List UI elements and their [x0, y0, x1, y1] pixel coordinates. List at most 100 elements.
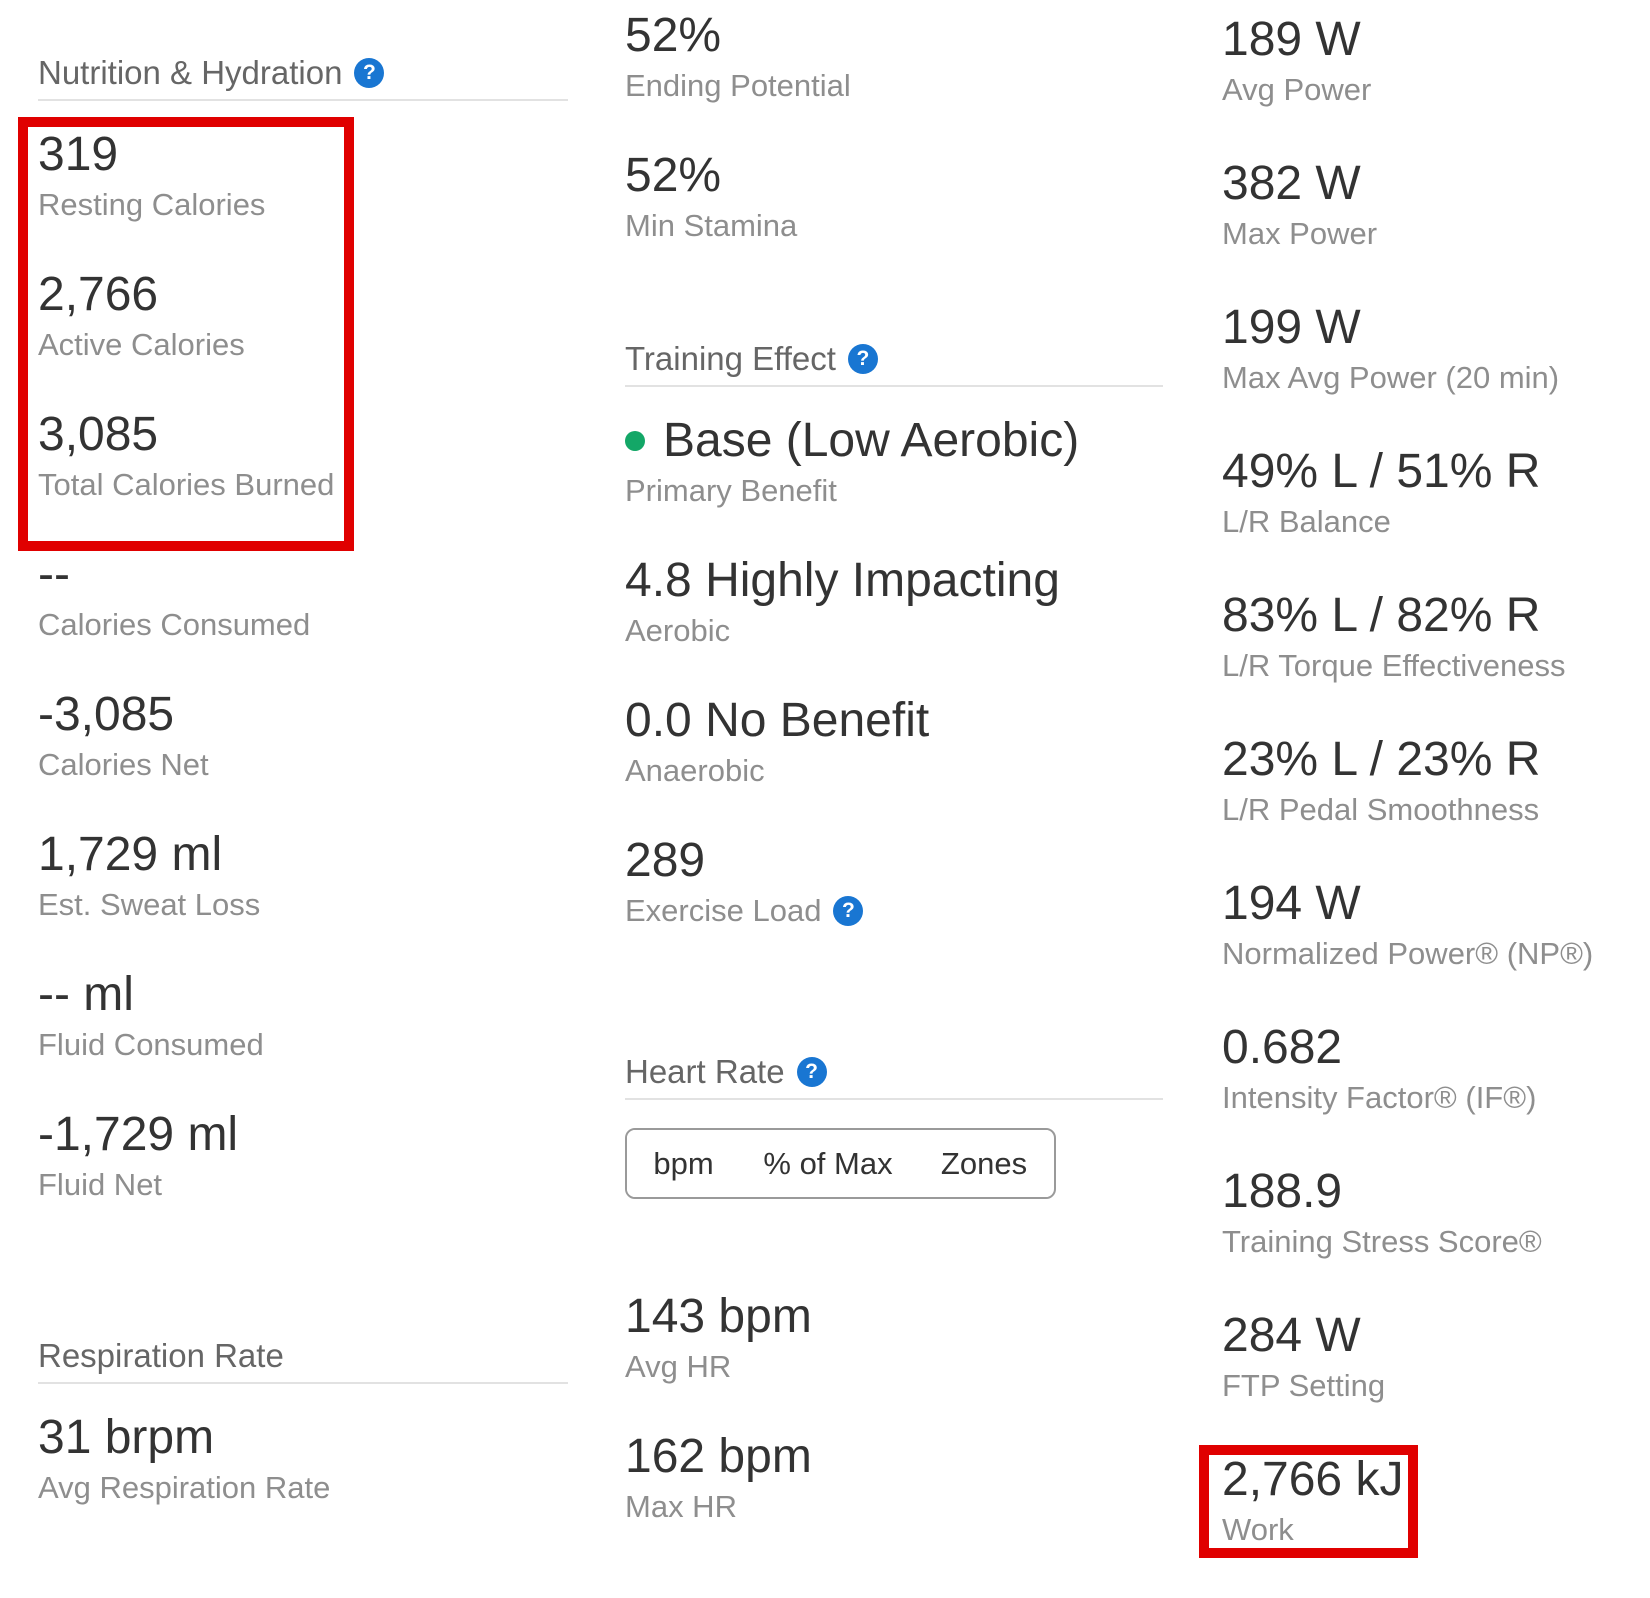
stat-label: Aerobic: [625, 613, 731, 648]
stat-value: 1,729 ml: [38, 828, 223, 881]
stat-max-hr: 162 bpm Max HR: [625, 1431, 1163, 1525]
stat-training-stress-score: 188.9 Training Stress Score®: [1222, 1166, 1642, 1260]
stat-value: 3,085: [38, 408, 159, 461]
stat-label: Max Avg Power (20 min): [1222, 360, 1560, 395]
stat-value: 2,766 kJ: [1222, 1453, 1404, 1506]
stat-label: Est. Sweat Loss: [38, 887, 261, 922]
stat-value: 194 W: [1222, 877, 1361, 930]
stat-label: FTP Setting: [1222, 1368, 1386, 1403]
stat-label: Fluid Net: [38, 1167, 163, 1202]
section-header-nutrition-hydration: Nutrition & Hydration ?: [38, 55, 568, 101]
stat-value: 0.0 No Benefit: [625, 694, 930, 747]
section-title: Nutrition & Hydration: [38, 54, 343, 91]
stat-label: Calories Net: [38, 747, 209, 782]
stat-avg-respiration-rate: 31 brpm Avg Respiration Rate: [38, 1412, 568, 1506]
stat-value: 23% L / 23% R: [1222, 733, 1541, 786]
stat-resting-calories: 319 Resting Calories: [38, 129, 568, 223]
stat-calories-consumed: -- Calories Consumed: [38, 549, 568, 643]
stat-value: 49% L / 51% R: [1222, 445, 1541, 498]
stat-label: Ending Potential: [625, 68, 851, 103]
section-title: Respiration Rate: [38, 1337, 284, 1374]
stat-label: Primary Benefit: [625, 473, 837, 508]
stat-label: L/R Balance: [1222, 504, 1391, 539]
stat-label: Exercise Load: [625, 893, 822, 928]
stat-calories-net: -3,085 Calories Net: [38, 689, 568, 783]
heart-rate-unit-toggle: bpm % of Max Zones: [625, 1128, 1056, 1199]
stat-label: Intensity Factor® (IF®): [1222, 1080, 1537, 1115]
training-effect-heart-rate-column: 52% Ending Potential 52% Min Stamina Tra…: [625, 10, 1163, 1571]
section-header-respiration-rate: Respiration Rate: [38, 1338, 568, 1384]
stat-value: 4.8 Highly Impacting: [625, 554, 1060, 607]
stat-label: Avg HR: [625, 1349, 732, 1384]
stat-lr-balance: 49% L / 51% R L/R Balance: [1222, 446, 1642, 540]
stat-label: Active Calories: [38, 327, 245, 362]
stat-value: 289: [625, 834, 706, 887]
stat-label: Avg Respiration Rate: [38, 1470, 331, 1505]
toggle-option-percent-of-max[interactable]: % of Max: [740, 1130, 916, 1197]
stat-est-sweat-loss: 1,729 ml Est. Sweat Loss: [38, 829, 568, 923]
help-icon[interactable]: ?: [847, 344, 878, 374]
stat-label: Avg Power: [1222, 72, 1372, 107]
stat-label: Normalized Power® (NP®): [1222, 936, 1594, 971]
stat-ftp-setting: 284 W FTP Setting: [1222, 1310, 1642, 1404]
stat-label: Min Stamina: [625, 208, 798, 243]
stat-value: 162 bpm: [625, 1430, 812, 1483]
stat-max-avg-power-20min: 199 W Max Avg Power (20 min): [1222, 302, 1642, 396]
stat-value: -3,085: [38, 688, 175, 741]
stat-label: Training Stress Score®: [1222, 1224, 1542, 1259]
stat-total-calories-burned: 3,085 Total Calories Burned: [38, 409, 568, 503]
stat-value: 52%: [625, 149, 722, 202]
stat-label: L/R Torque Effectiveness: [1222, 648, 1566, 683]
stat-value: -1,729 ml: [38, 1108, 239, 1161]
stat-avg-hr: 143 bpm Avg HR: [625, 1291, 1163, 1385]
stat-value: 319: [38, 128, 119, 181]
section-header-heart-rate: Heart Rate ?: [625, 1054, 1163, 1100]
stat-label: Fluid Consumed: [38, 1027, 264, 1062]
nutrition-hydration-column: Nutrition & Hydration ? 319 Resting Calo…: [38, 55, 568, 1552]
section-header-training-effect: Training Effect ?: [625, 341, 1163, 387]
stat-label-row: Exercise Load ?: [625, 893, 1163, 929]
stat-value: 284 W: [1222, 1309, 1361, 1362]
benefit-dot-icon: [625, 431, 645, 451]
stat-exercise-load: 289 Exercise Load ?: [625, 835, 1163, 929]
stat-label: Max HR: [625, 1489, 737, 1524]
stat-value: 188.9: [1222, 1165, 1343, 1218]
stat-value: -- ml: [38, 968, 134, 1021]
section-title: Training Effect: [625, 340, 836, 377]
stat-value: 83% L / 82% R: [1222, 589, 1541, 642]
stat-value: Base (Low Aerobic): [625, 415, 1163, 467]
stat-aerobic-effect: 4.8 Highly Impacting Aerobic: [625, 555, 1163, 649]
stat-normalized-power: 194 W Normalized Power® (NP®): [1222, 878, 1642, 972]
stat-label: L/R Pedal Smoothness: [1222, 792, 1540, 827]
stat-value: 52%: [625, 9, 722, 62]
stat-value: 143 bpm: [625, 1290, 812, 1343]
help-icon[interactable]: ?: [833, 896, 864, 926]
stat-label: Calories Consumed: [38, 607, 311, 642]
stat-value: 189 W: [1222, 13, 1361, 66]
toggle-option-zones[interactable]: Zones: [916, 1130, 1052, 1197]
primary-benefit-text: Base (Low Aerobic): [663, 414, 1080, 467]
stat-label: Resting Calories: [38, 187, 266, 222]
stat-min-stamina: 52% Min Stamina: [625, 150, 1163, 244]
stat-ending-potential: 52% Ending Potential: [625, 10, 1163, 104]
stat-label: Work: [1222, 1512, 1294, 1547]
stat-avg-power: 189 W Avg Power: [1222, 14, 1642, 108]
stat-work: 2,766 kJ Work: [1222, 1454, 1642, 1548]
stat-anaerobic-effect: 0.0 No Benefit Anaerobic: [625, 695, 1163, 789]
stat-intensity-factor: 0.682 Intensity Factor® (IF®): [1222, 1022, 1642, 1116]
stat-value: 31 brpm: [38, 1411, 215, 1464]
stat-value: --: [38, 548, 70, 601]
stat-lr-torque-effectiveness: 83% L / 82% R L/R Torque Effectiveness: [1222, 590, 1642, 684]
stat-primary-benefit: Base (Low Aerobic) Primary Benefit: [625, 415, 1163, 509]
stat-active-calories: 2,766 Active Calories: [38, 269, 568, 363]
power-stats-column: 189 W Avg Power 382 W Max Power 199 W Ma…: [1222, 14, 1642, 1598]
stat-label: Total Calories Burned: [38, 467, 335, 502]
stat-max-power: 382 W Max Power: [1222, 158, 1642, 252]
stat-value: 2,766: [38, 268, 159, 321]
toggle-option-bpm[interactable]: bpm: [627, 1130, 740, 1197]
help-icon[interactable]: ?: [796, 1057, 827, 1087]
help-icon[interactable]: ?: [354, 58, 385, 88]
stat-lr-pedal-smoothness: 23% L / 23% R L/R Pedal Smoothness: [1222, 734, 1642, 828]
stat-label: Max Power: [1222, 216, 1378, 251]
stat-value: 382 W: [1222, 157, 1361, 210]
